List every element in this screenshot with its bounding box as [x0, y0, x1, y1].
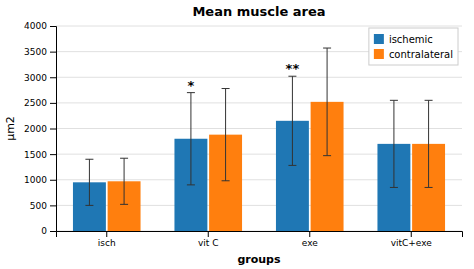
tick-label: 3500	[24, 47, 47, 57]
tick: 0	[41, 226, 56, 236]
title: Mean muscle area	[192, 4, 325, 19]
plot-area	[73, 48, 445, 231]
significance-marker: **	[286, 61, 300, 76]
grid-line	[56, 77, 462, 78]
error-bar	[288, 76, 296, 165]
error-bar-line	[124, 158, 125, 204]
error-bar-line	[390, 100, 398, 101]
tick-label: 2000	[24, 124, 47, 134]
error-bar-line	[292, 76, 293, 165]
legend-swatch	[374, 34, 384, 44]
tick-mark	[50, 52, 56, 53]
tick-label: isch	[98, 238, 116, 248]
error-bar	[390, 100, 398, 187]
error-bar-line	[327, 48, 328, 156]
grid	[56, 26, 462, 231]
tick: exe	[302, 231, 318, 248]
grid-line	[56, 128, 462, 129]
tick: 3500	[24, 47, 56, 57]
error-bar-line	[425, 100, 433, 101]
tick-mark	[50, 205, 56, 206]
tick-label: 4000	[24, 21, 47, 31]
tick-label: 1000	[24, 175, 47, 185]
error-bar-line	[120, 204, 128, 205]
tick-label: 0	[41, 226, 47, 236]
error-bar	[120, 158, 128, 204]
tick: isch	[98, 231, 116, 248]
error-bar-line	[323, 48, 331, 49]
error-bar-line	[390, 187, 398, 188]
error-bar-line	[85, 159, 93, 160]
series	[73, 76, 410, 231]
significance: ***	[188, 61, 300, 92]
tick-mark	[50, 129, 56, 130]
significance-marker: *	[188, 78, 195, 93]
error-bar-line	[222, 88, 230, 89]
axis-line	[50, 27, 57, 232]
error-bar-line	[85, 205, 93, 206]
error-bar-line	[288, 165, 296, 166]
tick: 2500	[24, 98, 56, 108]
grid-line	[56, 26, 462, 27]
tick: 1000	[24, 175, 56, 185]
tick: 1500	[24, 150, 56, 160]
tick-mark	[411, 231, 412, 237]
error-bar	[425, 100, 433, 187]
error-bar-line	[225, 89, 226, 181]
error-bar-line	[89, 159, 90, 205]
tick-mark	[106, 231, 107, 237]
error-bar-line	[190, 93, 191, 185]
tick-label: 3000	[24, 73, 47, 83]
tick-label: vit C	[198, 238, 219, 248]
x-axis: isch vit C exe vitC+exe	[57, 231, 463, 248]
error-bar	[222, 89, 230, 181]
error-bar	[323, 48, 331, 156]
tick-mark	[50, 231, 56, 232]
axis-line	[57, 232, 463, 238]
tick-label: 2500	[24, 98, 47, 108]
tick-mark	[50, 154, 56, 155]
error-bar-line	[428, 100, 429, 187]
tick-label: 1500	[24, 150, 47, 160]
x-axis-title: groups	[237, 253, 281, 266]
tick-mark	[50, 26, 56, 27]
chart: ***05001000150020002500300035004000ischv…	[0, 0, 474, 269]
error-bar-line	[393, 100, 394, 187]
tick-mark	[208, 231, 209, 237]
legend: ischemic contralateral	[369, 28, 458, 65]
tick-label: 500	[30, 201, 47, 211]
tick: 3000	[24, 73, 56, 83]
tick: vit C	[198, 231, 219, 248]
error-bar	[85, 159, 93, 205]
legend-label: contralateral	[389, 49, 453, 60]
legend-box	[369, 28, 458, 65]
y-axis-title: μm2	[4, 116, 17, 141]
tick-mark	[309, 231, 310, 237]
error-bar-line	[120, 158, 128, 159]
tick: 2000	[24, 124, 56, 134]
error-bar-line	[222, 180, 230, 181]
tick-label: vitC+exe	[391, 238, 433, 248]
legend-swatch	[374, 49, 384, 59]
error-bar-line	[425, 187, 433, 188]
error-bar-line	[323, 155, 331, 156]
tick: vitC+exe	[391, 231, 433, 248]
tick-label: exe	[302, 238, 318, 248]
y-axis: 0 500 1000 1500 2000 2500 3000 3500 4000	[24, 21, 56, 236]
tick-mark	[50, 180, 56, 181]
tick: 500	[30, 201, 56, 211]
series	[108, 48, 445, 231]
legend-label: ischemic	[389, 34, 433, 45]
grid-line	[56, 102, 462, 103]
tick-mark	[50, 77, 56, 78]
error-bar	[187, 93, 195, 185]
tick: 4000	[24, 21, 56, 31]
error-bar-line	[187, 184, 195, 185]
tick-mark	[50, 103, 56, 104]
